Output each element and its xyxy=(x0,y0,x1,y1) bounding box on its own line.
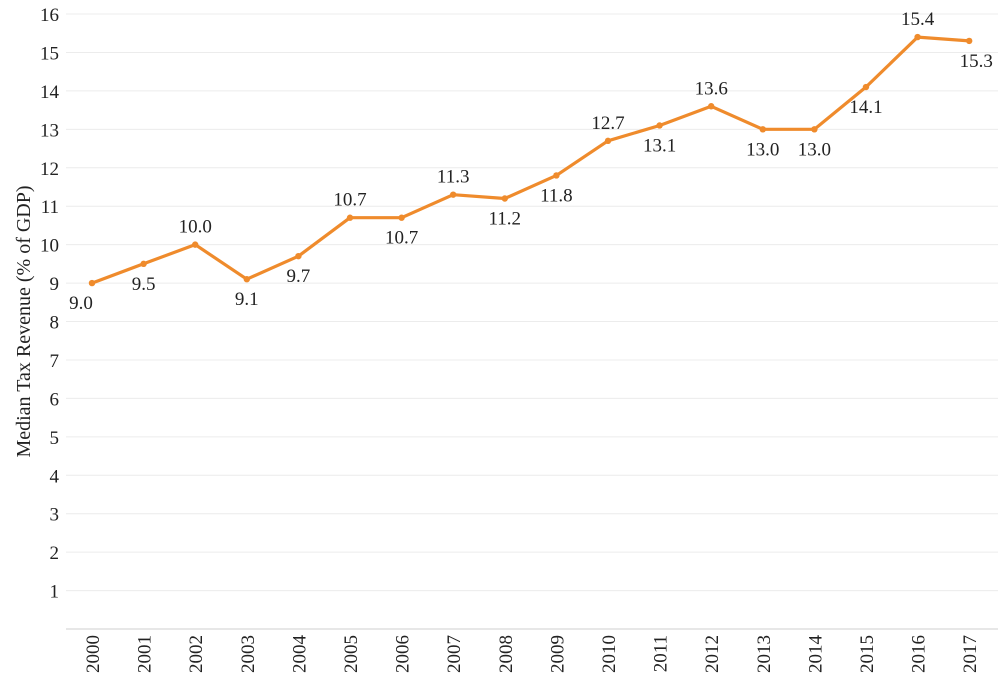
data-point xyxy=(295,252,302,260)
data-label: 11.8 xyxy=(540,185,573,206)
data-label: 12.7 xyxy=(591,113,624,134)
x-tick-label: 2003 xyxy=(238,635,259,673)
y-tick-label: 1 xyxy=(50,582,60,603)
x-tick-label: 2017 xyxy=(960,635,981,673)
data-label: 15.4 xyxy=(901,9,935,30)
data-label: 14.1 xyxy=(849,97,882,118)
x-tick-label: 2010 xyxy=(599,635,620,673)
data-label: 15.3 xyxy=(960,51,993,72)
y-tick-label: 7 xyxy=(50,351,60,372)
data-point xyxy=(192,241,199,248)
data-point xyxy=(656,122,663,129)
data-label: 9.0 xyxy=(69,293,93,314)
data-point xyxy=(759,126,766,133)
y-axis-label: Median Tax Revenue (% of GDP) xyxy=(13,185,35,457)
data-point xyxy=(914,33,921,41)
data-point xyxy=(553,172,560,179)
y-tick-label: 3 xyxy=(50,505,60,526)
data-label: 9.1 xyxy=(235,289,259,310)
y-tick-label: 10 xyxy=(40,236,59,257)
y-tick-label: 12 xyxy=(40,159,59,180)
y-tick-label: 14 xyxy=(40,82,60,103)
x-tick-label: 2016 xyxy=(909,635,930,673)
data-point xyxy=(501,195,508,202)
data-label: 11.3 xyxy=(437,167,470,188)
data-point xyxy=(140,260,147,268)
data-label: 10.7 xyxy=(385,228,418,249)
y-tick-label: 8 xyxy=(50,313,60,334)
x-tick-label: 2012 xyxy=(702,635,723,673)
x-tick-label: 2000 xyxy=(83,635,104,673)
data-point xyxy=(450,191,457,198)
x-tick-label: 2006 xyxy=(393,635,414,673)
x-tick-label: 2011 xyxy=(651,635,672,672)
x-tick-label: 2013 xyxy=(754,635,775,673)
y-tick-label: 15 xyxy=(40,43,59,64)
data-point xyxy=(398,214,405,221)
x-tick-label: 2002 xyxy=(186,635,207,673)
data-point xyxy=(708,103,715,110)
series-line xyxy=(91,35,970,285)
x-tick-label: 2014 xyxy=(805,635,826,674)
data-point xyxy=(811,126,818,133)
data-points xyxy=(88,33,973,287)
data-label: 11.2 xyxy=(489,209,522,230)
y-tick-label: 13 xyxy=(40,120,59,141)
data-label: 10.7 xyxy=(333,190,366,211)
data-point xyxy=(88,279,96,287)
data-label: 13.0 xyxy=(746,139,779,160)
x-tick-label: 2001 xyxy=(135,635,156,673)
x-tick-label: 2009 xyxy=(547,635,568,673)
x-tick-label: 2005 xyxy=(341,635,362,673)
x-axis-ticks: 2000 2001 2002 2003 2004 2005 2006 2007 2008 2009… xyxy=(83,635,981,674)
x-tick-label: 2015 xyxy=(857,635,878,673)
data-point xyxy=(604,137,612,145)
data-point xyxy=(346,214,354,221)
y-tick-label: 6 xyxy=(50,389,60,410)
y-tick-label: 9 xyxy=(50,274,60,295)
x-tick-label: 2004 xyxy=(289,635,310,674)
data-label: 9.7 xyxy=(287,266,311,287)
data-label: 13.1 xyxy=(643,135,676,156)
data-point xyxy=(966,37,973,45)
data-label: 13.0 xyxy=(798,139,831,160)
y-tick-label: 16 xyxy=(40,5,59,26)
x-tick-label: 2007 xyxy=(444,635,465,673)
y-tick-label: 11 xyxy=(41,197,59,218)
x-tick-label: 2008 xyxy=(496,635,517,673)
y-tick-label: 5 xyxy=(50,428,60,449)
y-tick-label: 2 xyxy=(50,543,60,564)
data-label: 13.6 xyxy=(695,78,728,99)
data-labels: 9.0 9.5 10.0 9.1 9.7 10.7 10.7 11.3 11.2 11.8 12.7… xyxy=(69,9,993,314)
data-point xyxy=(862,83,870,91)
gridlines xyxy=(66,13,998,592)
y-tick-label: 4 xyxy=(50,466,60,487)
data-point xyxy=(243,276,250,283)
data-label: 10.0 xyxy=(179,217,212,238)
data-label: 9.5 xyxy=(132,274,156,295)
